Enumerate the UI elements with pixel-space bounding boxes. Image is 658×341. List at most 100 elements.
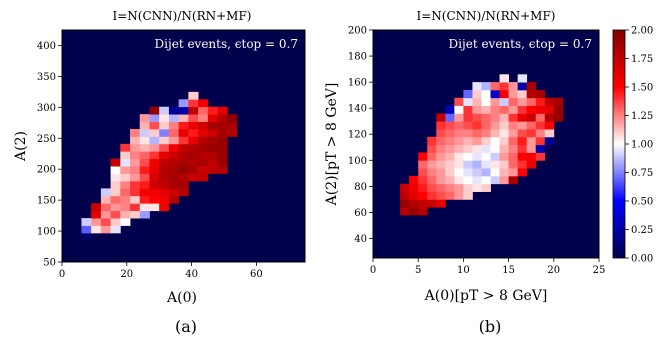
panel-a-ytick-label: 400 [37,41,56,52]
panel-b-ytick-label: 140 [348,104,367,115]
panel-a-cell [168,151,180,160]
panel-b-cell [517,144,528,153]
panel-a-cell [188,106,199,115]
panel-a-cell [120,143,131,152]
panel-b-cell [472,136,482,146]
panel-b-cell [508,175,519,185]
panel-b-cell [427,199,437,208]
panel-b-cell [508,113,519,122]
panel-a-cell [130,180,141,189]
panel-a-xlabel: A(0) [166,290,197,306]
panel-b-cell [481,82,491,91]
panel-a-cell [207,121,218,130]
panel-b-cell [463,89,473,99]
panel-b-cell [526,105,537,114]
panel-a-xtick-label: 20 [120,269,133,280]
panel-a-cell [159,188,170,197]
panel-b-cells [400,74,564,216]
panel-a-cell [139,121,150,130]
panel-a-cell [217,128,228,137]
panel-b-cell [463,129,473,138]
panel-b-cell [400,183,410,192]
panel-a-cell [178,99,189,108]
panel-b-cell [517,97,528,106]
panel-a-cell [198,114,209,122]
panel-b-cell [481,152,491,161]
panel-a-cell [149,173,160,182]
panel-b-cell [499,97,509,106]
panel-a-cell [149,188,160,197]
panel-a-cell [207,143,218,152]
panel-a-cell [130,151,141,160]
panel-a-cell [110,218,121,226]
panel-a-cell [139,203,150,212]
panel-a-cell [149,106,160,115]
panel-a-cell [198,106,209,115]
panel-b-xtick-label: 20 [547,265,560,276]
panel-b-cell [517,136,528,146]
panel-b-cell [481,160,491,169]
panel-b-cell [535,144,546,153]
panel-a-cell [139,210,150,219]
panel-a-cell [168,195,180,204]
panel-b-cell [535,89,546,99]
panel-b-cell [454,136,464,146]
panel-b-cell [517,82,528,91]
panel-b-cell [445,136,455,146]
panel-b-cell [490,152,500,161]
panel-a-cell [178,180,189,189]
panel-b-cell [499,160,509,169]
panel-b-cell [454,129,464,138]
panel-b-cell [472,183,482,192]
panel-b-cell [472,152,482,161]
panel-a-cell [120,158,131,167]
panel-b-cell [481,175,491,185]
panel-b-cell [499,82,509,91]
panel-a-cell [159,180,170,189]
panel-b-cell [517,129,528,138]
panel-b-cell [427,152,437,161]
panel-a-cell [178,188,189,197]
panel-b-cell [517,152,528,161]
panel-a-cell [198,173,209,182]
panel-a-cell [159,106,170,115]
panel-a-cell [188,114,199,122]
panel-a-cell [120,151,131,160]
panel-a-cell [198,158,209,167]
panel-a-cell [130,143,141,152]
panel-b-title: I=N(CNN)/N(RN+MF) [417,9,556,23]
panel-a-cell [130,136,141,145]
panel-b-ytick-label: 120 [348,130,367,141]
panel-b-cell [508,121,519,130]
panel-b-cell [445,129,455,138]
panel-a-cell [188,151,199,160]
panel-b-cell [508,97,519,106]
panel-a-cell [149,158,160,167]
panel-b-cell [499,129,509,138]
panel-b-cell [508,136,519,146]
panel-a-cell [130,166,141,174]
panel-b-ytick-label: 60 [354,208,367,219]
panel-b-cell [454,97,464,106]
panel-a-cell [120,210,131,219]
panel-b-cell [544,113,555,122]
panel-a-cell [217,166,228,174]
panel-a-cell [110,158,121,167]
panel-b-cell [436,129,446,138]
panel-b-cell [508,144,519,153]
panel-a-cell [198,143,209,152]
panel-b-cell [445,168,455,177]
panel-b-cell [490,105,500,114]
panel-b-cell [481,121,491,130]
panel-b-cell [454,113,464,122]
panel-a-cells [81,91,238,241]
panel-b-cell [490,136,500,146]
panel-b-cell [544,105,555,114]
panel-b-cell [472,97,482,106]
panel-a-cell [81,232,92,241]
panel-b-cell [418,183,428,192]
panel-b-cell [490,160,500,169]
panel-b-cell [508,82,519,91]
panel-a-cell [120,180,131,189]
panel-a-cell [188,166,199,174]
